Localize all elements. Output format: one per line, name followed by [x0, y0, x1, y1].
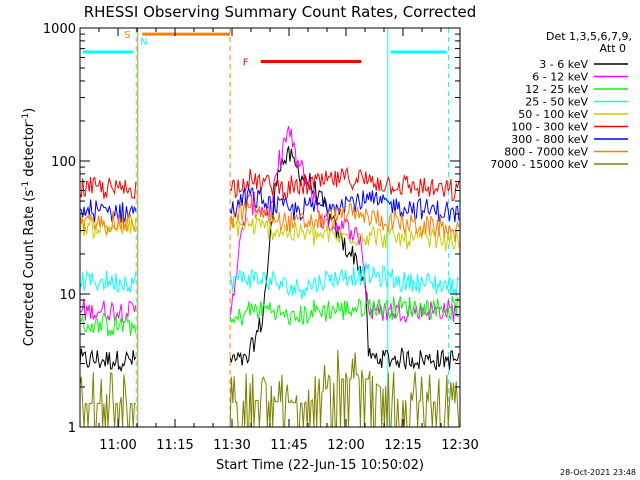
legend-label-7: 800 - 7000 keV: [504, 146, 588, 159]
x-tick-label-4: 12:00: [327, 438, 364, 453]
x-tick-label-0: 11:00: [99, 438, 136, 453]
series-line-0: [79, 146, 460, 372]
y-axis-label-sup2: -1: [21, 113, 31, 122]
y-axis-label-sup1: -1: [21, 181, 31, 190]
y-axis-label-mid: detector: [22, 121, 37, 181]
series-line-7: [79, 200, 460, 242]
y-axis-label: Corrected Count Rate (s-1 detector-1): [21, 108, 37, 346]
flag-label-N: N: [140, 37, 147, 48]
legend-label-6: 300 - 800 keV: [511, 133, 588, 146]
legend-label-5: 100 - 300 keV: [511, 121, 588, 134]
flag-label-F: F: [243, 57, 249, 68]
chart-title: RHESSI Observing Summary Count Rates, Co…: [84, 3, 477, 21]
y-axis-label-main: Corrected Count Rate (s: [22, 190, 37, 347]
x-tick-label-1: 11:15: [156, 438, 193, 453]
series-line-5: [79, 166, 460, 202]
legend-label-1: 6 - 12 keV: [532, 71, 588, 84]
y-tick-label-3: 1000: [43, 22, 76, 37]
legend-title-line2: Att 0: [600, 42, 626, 55]
legend-label-3: 25 - 50 keV: [525, 96, 588, 109]
x-tick-label-2: 11:30: [213, 438, 250, 453]
x-axis-label: Start Time (22-Jun-15 10:50:02): [216, 458, 424, 473]
legend-label-0: 3 - 6 keV: [539, 58, 588, 71]
series-line-2: [79, 296, 460, 337]
plot-axes: 11:00 11:15 11:30 11:45 12:00 12:15 12:30 1 10 10…: [43, 22, 479, 453]
x-tick-label-5: 12:15: [384, 438, 421, 453]
x-tick-label-3: 11:45: [270, 438, 307, 453]
y-tick-label-2: 100: [51, 155, 76, 170]
legend-title-line1: Det 1,3,5,6,7,9,: [546, 30, 632, 43]
series-line-3: [79, 262, 460, 300]
render-timestamp: 28-Oct-2021 23:48: [560, 468, 636, 477]
y-tick-label-0: 1: [68, 421, 76, 436]
x-tick-label-6: 12:30: [441, 438, 478, 453]
legend-label-2: 12 - 25 keV: [525, 83, 588, 96]
y-axis-label-end: ): [22, 108, 37, 113]
plot-marks: SN F: [79, 28, 460, 428]
legend-label-8: 7000 - 15000 keV: [490, 158, 588, 171]
flag-label-S: S: [124, 30, 130, 41]
legend-label-4: 50 - 100 keV: [518, 108, 588, 121]
series-line-4: [79, 215, 460, 252]
y-tick-label-1: 10: [59, 288, 76, 303]
